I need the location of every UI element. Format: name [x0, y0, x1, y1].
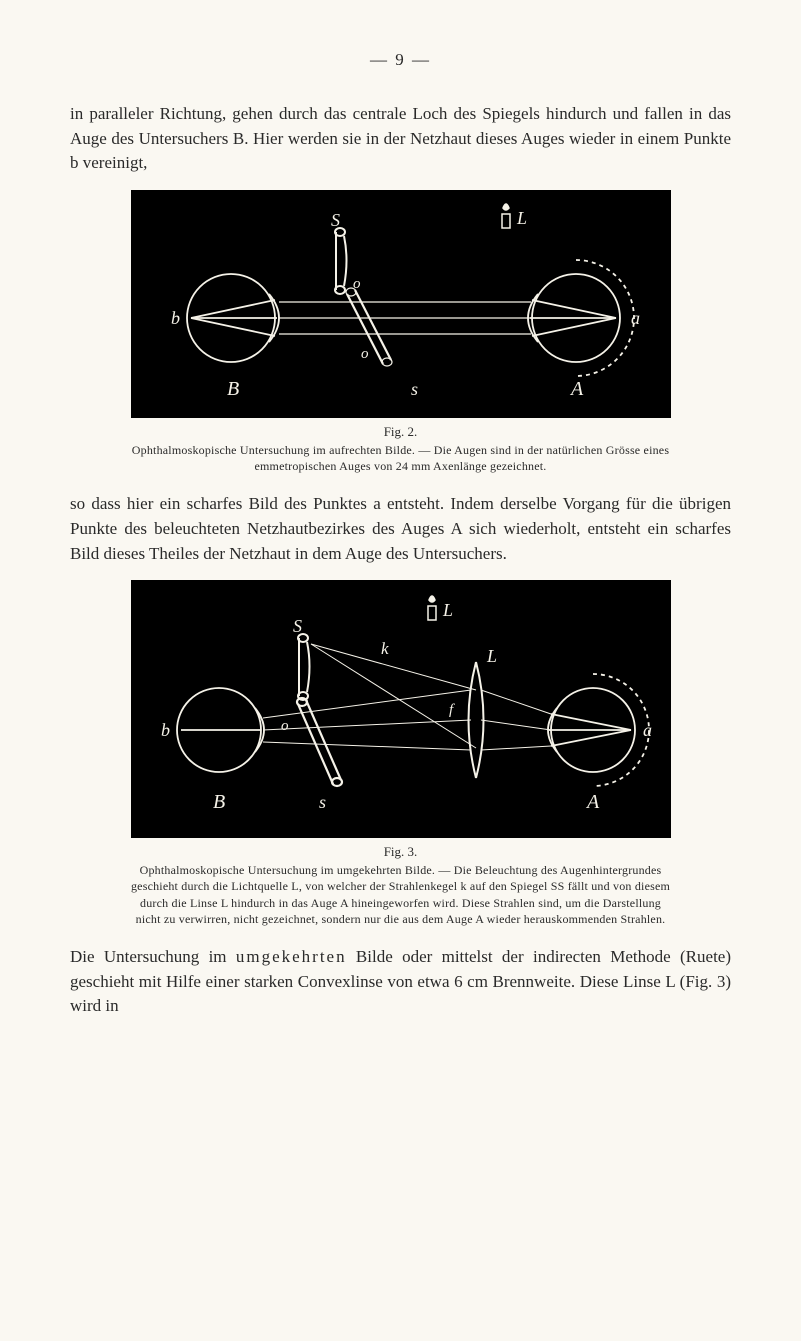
page-number: — 9 —	[70, 50, 731, 70]
fig3-label-sbot: s	[319, 792, 326, 812]
fig3-label-b: b	[161, 720, 170, 740]
figure-3-label: Fig. 3.	[131, 844, 671, 860]
figure-3-block: L S k	[131, 580, 671, 927]
fig2-label-Stop: S	[331, 210, 340, 230]
fig3-label-Ltop: L	[442, 600, 453, 620]
fig3-label-B: B	[213, 791, 225, 813]
fig2-label-a: a	[631, 308, 640, 328]
fig3-label-k: k	[381, 639, 389, 658]
figure-2-label: Fig. 2.	[131, 424, 671, 440]
fig3-label-Stop: S	[293, 616, 302, 636]
figure-3-image: L S k	[131, 580, 671, 838]
fig2-label-B: B	[227, 378, 239, 400]
fig2-label-o2: o	[361, 346, 369, 362]
fig3-label-a: a	[643, 720, 652, 740]
paragraph-2: so dass hier ein scharfes Bild des Punkt…	[70, 492, 731, 566]
figure-3-caption: Ophthalmoskopische Untersuchung im umgek…	[131, 862, 671, 927]
figure-2-caption: Ophthalmoskopische Untersuchung im aufre…	[131, 442, 671, 474]
figure-2-block: L S o b B	[131, 190, 671, 474]
fig2-label-sbot: s	[411, 379, 418, 399]
p3-part-a: Die Untersuchung im	[70, 947, 236, 966]
fig2-label-b: b	[171, 308, 180, 328]
fig3-label-Lright: L	[486, 646, 497, 666]
fig2-label-otop: o	[353, 276, 361, 292]
fig2-label-L: L	[516, 208, 527, 228]
fig3-label-A: A	[585, 791, 600, 813]
fig3-label-o: o	[281, 718, 289, 734]
fig2-label-A: A	[569, 378, 584, 400]
paragraph-1: in paralleler Richtung, gehen durch das …	[70, 102, 731, 176]
figure-2-image: L S o b B	[131, 190, 671, 418]
scanned-page: — 9 — in paralleler Richtung, gehen durc…	[0, 0, 801, 1341]
p3-emphasis: umgekehrten	[236, 947, 347, 966]
paragraph-3: Die Untersuchung im umgekehrten Bilde od…	[70, 945, 731, 1019]
